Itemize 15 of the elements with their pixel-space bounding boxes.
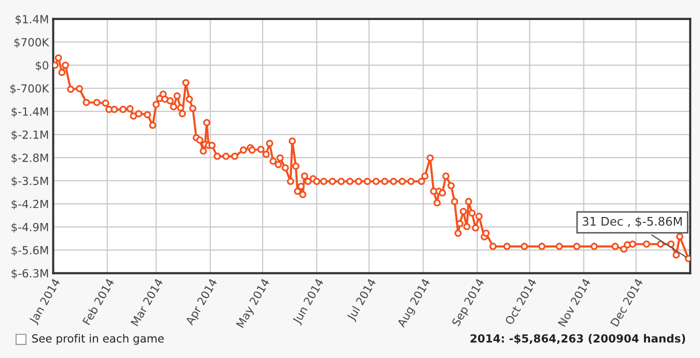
y-tick-label: $0 [36, 60, 48, 72]
y-tick-label: $700K [14, 38, 50, 48]
y-tick-label: $-4.9M [12, 222, 48, 233]
y-tick-label: $1.4M [16, 14, 48, 25]
text: 2014: -$5,864,263 (200904 hands) [470, 334, 686, 344]
y-tick-label: $-2.1M [12, 130, 48, 140]
annotation: 31 Dec , $-5.86M [582, 216, 682, 228]
text: See profit in each game [32, 334, 164, 345]
y-tick-label: $-2.8M [12, 153, 48, 164]
y-tick-label: $-6.3M [12, 268, 48, 280]
y-tick-label: $-1.4M [12, 107, 48, 118]
y-tick-label: $-4.2M [12, 200, 48, 210]
y-tick-label: $-3.5M [12, 176, 48, 187]
y-tick-label: $-700K [10, 84, 50, 94]
y-tick-label: $-5.6M [12, 246, 48, 256]
